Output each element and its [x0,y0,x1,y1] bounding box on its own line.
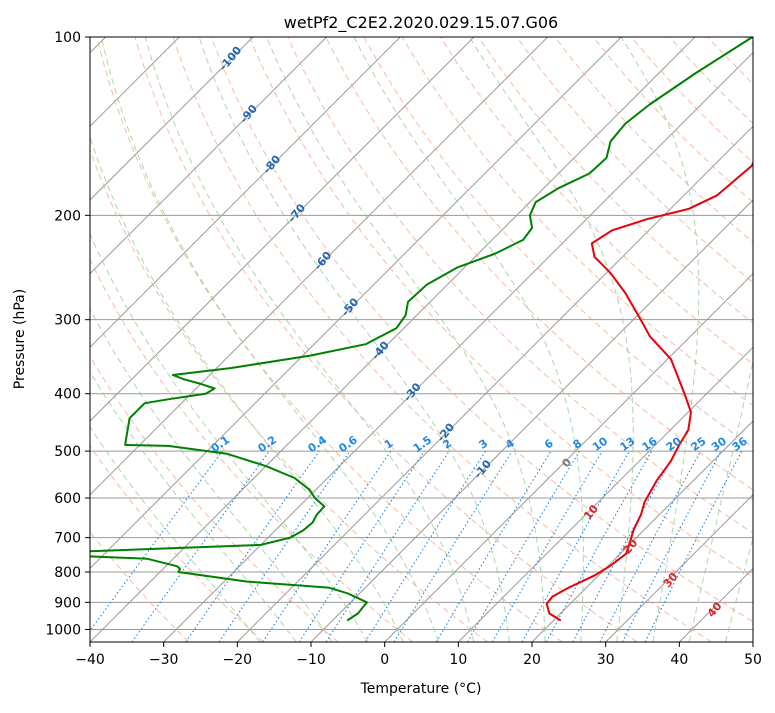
x-tick-label: −20 [223,652,253,668]
y-tick-label: 600 [54,491,81,507]
y-tick-label: 800 [54,565,81,581]
x-tick-label: −40 [75,652,105,668]
x-tick-label: −30 [149,652,179,668]
y-axis-label: Pressure (hPa) [12,289,28,389]
x-tick-label: 40 [670,652,688,668]
y-tick-label: 300 [54,313,81,329]
y-tick-label: 400 [54,387,81,403]
x-tick-label: 50 [744,652,762,668]
chart-title: wetPf2_C2E2.2020.029.15.07.G06 [284,13,558,33]
x-tick-label: 30 [597,652,615,668]
x-tick-label: −10 [296,652,326,668]
y-tick-label: 100 [54,30,81,46]
x-tick-label: 10 [449,652,467,668]
y-tick-label: 900 [54,595,81,611]
y-tick-label: 500 [54,444,81,460]
x-axis-label: Temperature (°C) [360,681,482,697]
y-tick-label: 200 [54,208,81,224]
y-tick-label: 1000 [45,622,81,638]
y-tick-label: 700 [54,531,81,547]
x-tick-label: 0 [380,652,389,668]
x-tick-label: 20 [523,652,541,668]
